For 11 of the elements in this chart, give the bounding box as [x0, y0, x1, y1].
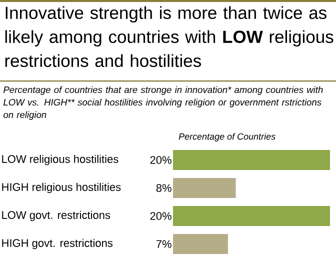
- data-label: 20%: [150, 212, 172, 220]
- data-label: 20%: [150, 156, 172, 164]
- y-tick-label: HIGH govt. restrictions: [2, 238, 113, 250]
- y-tick-label: HIGH religious hostilities: [2, 182, 121, 194]
- y-tick-label: LOW religious hostilities: [2, 154, 118, 166]
- data-label: 8%: [156, 184, 172, 192]
- x-axis-title: Percentage of Countries: [178, 133, 276, 142]
- data-label: 7%: [156, 240, 172, 248]
- chart-subtitle: Percentage of countries that are stronge in innovation* among countries with LOW vs. HIGH** social hostilities involving religion or government rstrictions on religion: [3, 86, 323, 120]
- y-tick-label: LOW govt. restrictions: [2, 210, 110, 222]
- chart-title: Innovative strength is more than twice as likely among countries with LOW religious restrictions and hostilities: [5, 6, 334, 68]
